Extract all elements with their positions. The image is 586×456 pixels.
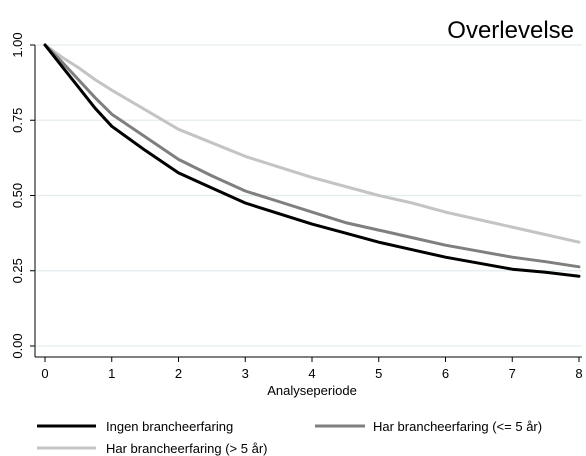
x-ticks: 0 1 2 3 4 5 6 7 8 <box>41 357 583 381</box>
y-ticks: 0.00 0.25 0.50 0.75 1.00 <box>10 32 35 359</box>
x-axis-title: Analyseperiode <box>267 383 357 398</box>
legend-label-gt5: Har brancheerfaring (> 5 år) <box>106 441 268 456</box>
x-tick-label: 2 <box>175 366 182 381</box>
grid-lines <box>36 44 582 347</box>
chart-title: Overlevelse <box>447 17 574 44</box>
y-tick-label: 1.00 <box>10 32 25 57</box>
x-tick-label: 4 <box>308 366 315 381</box>
axes <box>34 45 582 358</box>
x-tick-label: 0 <box>41 366 48 381</box>
y-tick-label: 0.00 <box>10 333 25 358</box>
y-tick-label: 0.25 <box>10 258 25 283</box>
x-tick-label: 8 <box>575 366 582 381</box>
series-line-2 <box>43 43 581 244</box>
x-tick-label: 6 <box>442 366 449 381</box>
x-tick-label: 5 <box>375 366 382 381</box>
series-line-0 <box>43 43 581 278</box>
series-lines <box>43 43 581 278</box>
legend-label-le5: Har brancheerfaring (<= 5 år) <box>373 419 542 434</box>
legend-label-ingen: Ingen brancheerfaring <box>106 419 233 434</box>
y-tick-label: 0.75 <box>10 108 25 133</box>
legend: Ingen brancheerfaring Har brancheerfarin… <box>37 419 542 456</box>
x-tick-label: 3 <box>242 366 249 381</box>
x-tick-label: 7 <box>509 366 516 381</box>
y-tick-label: 0.50 <box>10 183 25 208</box>
series-line-1 <box>43 43 581 269</box>
x-tick-label: 1 <box>108 366 115 381</box>
